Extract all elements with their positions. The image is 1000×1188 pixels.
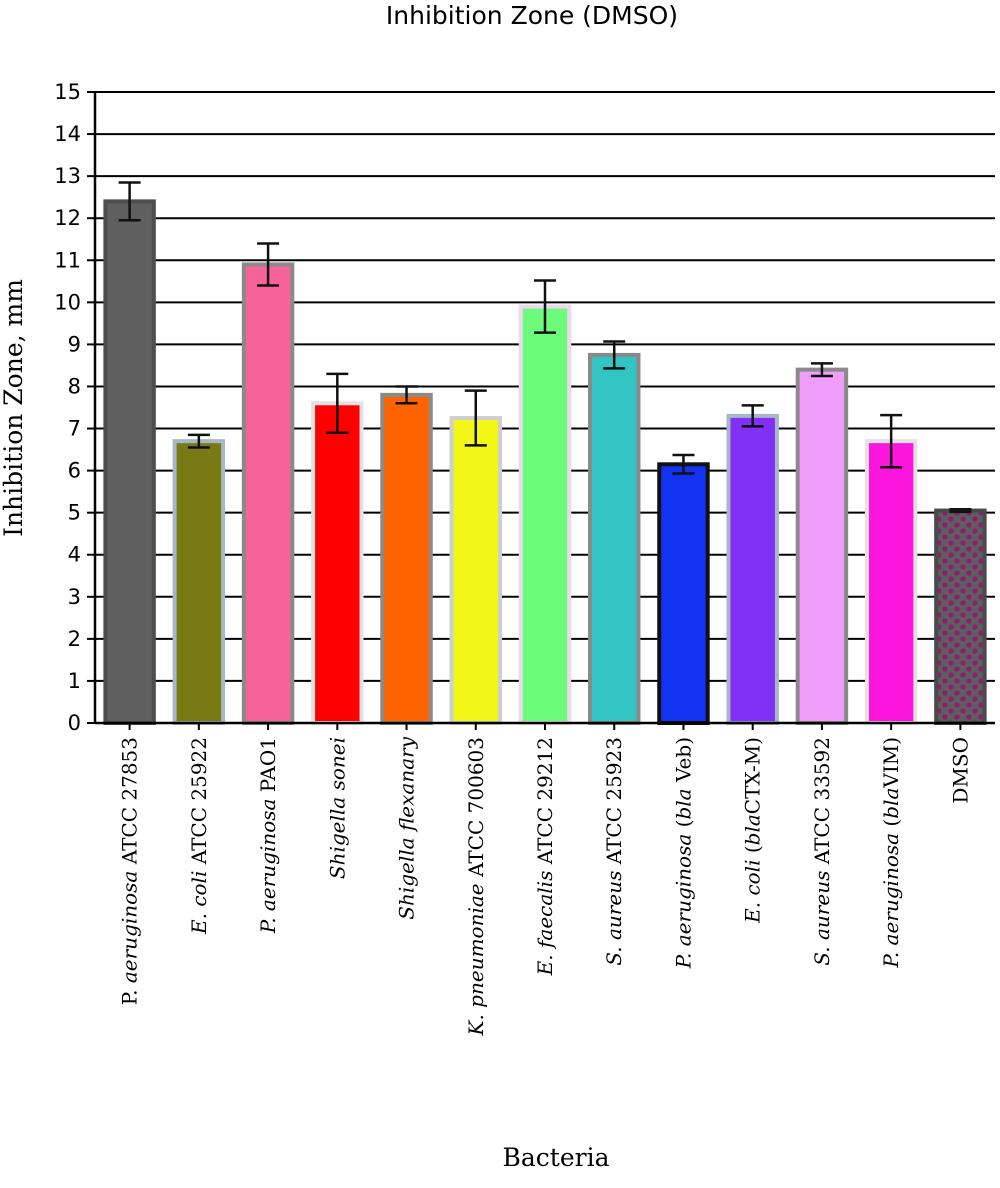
x-category-label: P. aeruginosa PAO1: [256, 737, 280, 934]
x-category-label: Shigella flexanary: [395, 736, 419, 919]
x-category-label: S. aureus ATCC 25923: [602, 737, 626, 966]
x-category-label: E. coli ATCC 25922: [187, 737, 211, 935]
bar: [241, 262, 295, 725]
y-tick-label: 0: [68, 711, 81, 735]
bar: [380, 392, 433, 725]
y-tick-label: 2: [68, 627, 81, 651]
y-tick-label: 9: [68, 332, 81, 356]
x-category-label: Shigella sonei: [325, 737, 349, 879]
y-axis-label: Inhibition Zone, mm: [0, 279, 28, 537]
y-tick-label: 6: [68, 459, 81, 483]
x-category-label: P. aeruginosa ATCC 27853: [118, 737, 142, 1005]
bar: [449, 416, 502, 725]
y-tick-label: 10: [54, 290, 81, 314]
y-tick-label: 12: [54, 206, 81, 230]
y-tick-label: 7: [68, 417, 81, 441]
bar: [726, 413, 779, 725]
y-tick-label: 1: [68, 669, 81, 693]
y-tick-label: 4: [68, 543, 81, 567]
x-category-label: P. aeruginosa (bla Veb): [671, 737, 695, 969]
axes: [87, 91, 995, 730]
y-tick-label: 14: [54, 122, 81, 146]
bar: [795, 367, 849, 725]
y-tick-label: 8: [68, 374, 81, 398]
error-bars: [118, 181, 972, 514]
bar: [657, 462, 710, 725]
x-category-label: E. faecalis ATCC 29212: [533, 737, 557, 976]
x-axis-label: Bacteria: [503, 1143, 610, 1172]
chart-title: Inhibition Zone (DMSO): [386, 1, 678, 30]
y-tick-label: 15: [54, 80, 81, 104]
bar: [172, 439, 226, 725]
x-category-label: P. aeruginosa (blaVIM): [879, 737, 903, 969]
x-category-labels: P. aeruginosa ATCC 27853 E. coli ATCC 259…: [118, 736, 973, 1036]
x-category-label: K. pneumoniae ATCC 700603: [464, 737, 488, 1036]
bar: [103, 199, 156, 725]
bar: [934, 508, 987, 725]
y-tick-label: 5: [68, 501, 81, 525]
x-category-label: S. aureus ATCC 33592: [810, 737, 834, 966]
bar: [864, 439, 918, 725]
x-category-label: E. coli (blaCTX-M): [741, 737, 765, 924]
y-tick-label: 3: [68, 585, 81, 609]
x-category-label: DMSO: [948, 737, 972, 804]
y-tick-label: 13: [54, 164, 81, 188]
y-tick-label: 11: [54, 248, 81, 272]
bars: [103, 199, 987, 725]
bar: [518, 304, 572, 725]
bar: [311, 401, 364, 725]
bar: [588, 352, 641, 725]
